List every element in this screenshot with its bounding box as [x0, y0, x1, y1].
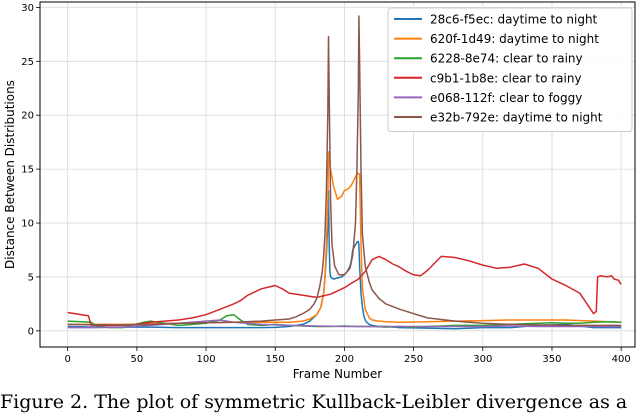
- x-tick-label: 400: [612, 354, 631, 365]
- y-tick-label: 25: [21, 57, 34, 68]
- legend-label: e32b-792e: daytime to night: [430, 111, 603, 125]
- x-tick-label: 350: [542, 354, 561, 365]
- x-tick-label: 200: [335, 354, 354, 365]
- y-tick-label: 30: [21, 3, 34, 14]
- legend-label: c9b1-1b8e: clear to rainy: [430, 71, 582, 85]
- y-tick-label: 10: [21, 219, 34, 230]
- y-axis-label: Distance Between Distributions: [3, 80, 17, 269]
- legend-label: 620f-1d49: daytime to night: [430, 32, 599, 46]
- y-tick-label: 15: [21, 165, 34, 176]
- x-tick-label: 50: [130, 354, 143, 365]
- series-lines: [67, 15, 622, 330]
- x-tick-label: 300: [473, 354, 492, 365]
- y-tick-label: 5: [28, 272, 34, 283]
- x-axis-label: Frame Number: [293, 367, 382, 381]
- x-tick-label: 250: [404, 354, 423, 365]
- legend: 28c6-f5ec: daytime to night 620f-1d49: da…: [387, 7, 633, 133]
- plot-frame: [39, 1, 636, 348]
- series-line-6: [67, 15, 622, 327]
- y-tick-label: 0: [28, 326, 34, 337]
- legend-label: 28c6-f5ec: daytime to night: [430, 13, 598, 27]
- y-tick-label: 20: [21, 111, 34, 122]
- legend-box: [387, 7, 633, 133]
- legend-label: 6228-8e74: clear to rainy: [430, 52, 583, 66]
- series-line-4: [67, 255, 622, 327]
- x-tick-label: 150: [266, 354, 285, 365]
- series-line-2: [67, 151, 622, 326]
- x-tick-label: 100: [196, 354, 215, 365]
- legend-label: e068-112f: clear to foggy: [430, 91, 582, 105]
- y-axis-ticks: 0 5 10 15 20 25 30: [21, 3, 40, 337]
- figure-caption: Figure 2. The plot of symmetric Kullback…: [0, 391, 628, 413]
- x-axis-ticks: 0 50 100 150 200 250 300 350 400: [64, 347, 631, 365]
- x-tick-label: 0: [64, 354, 70, 365]
